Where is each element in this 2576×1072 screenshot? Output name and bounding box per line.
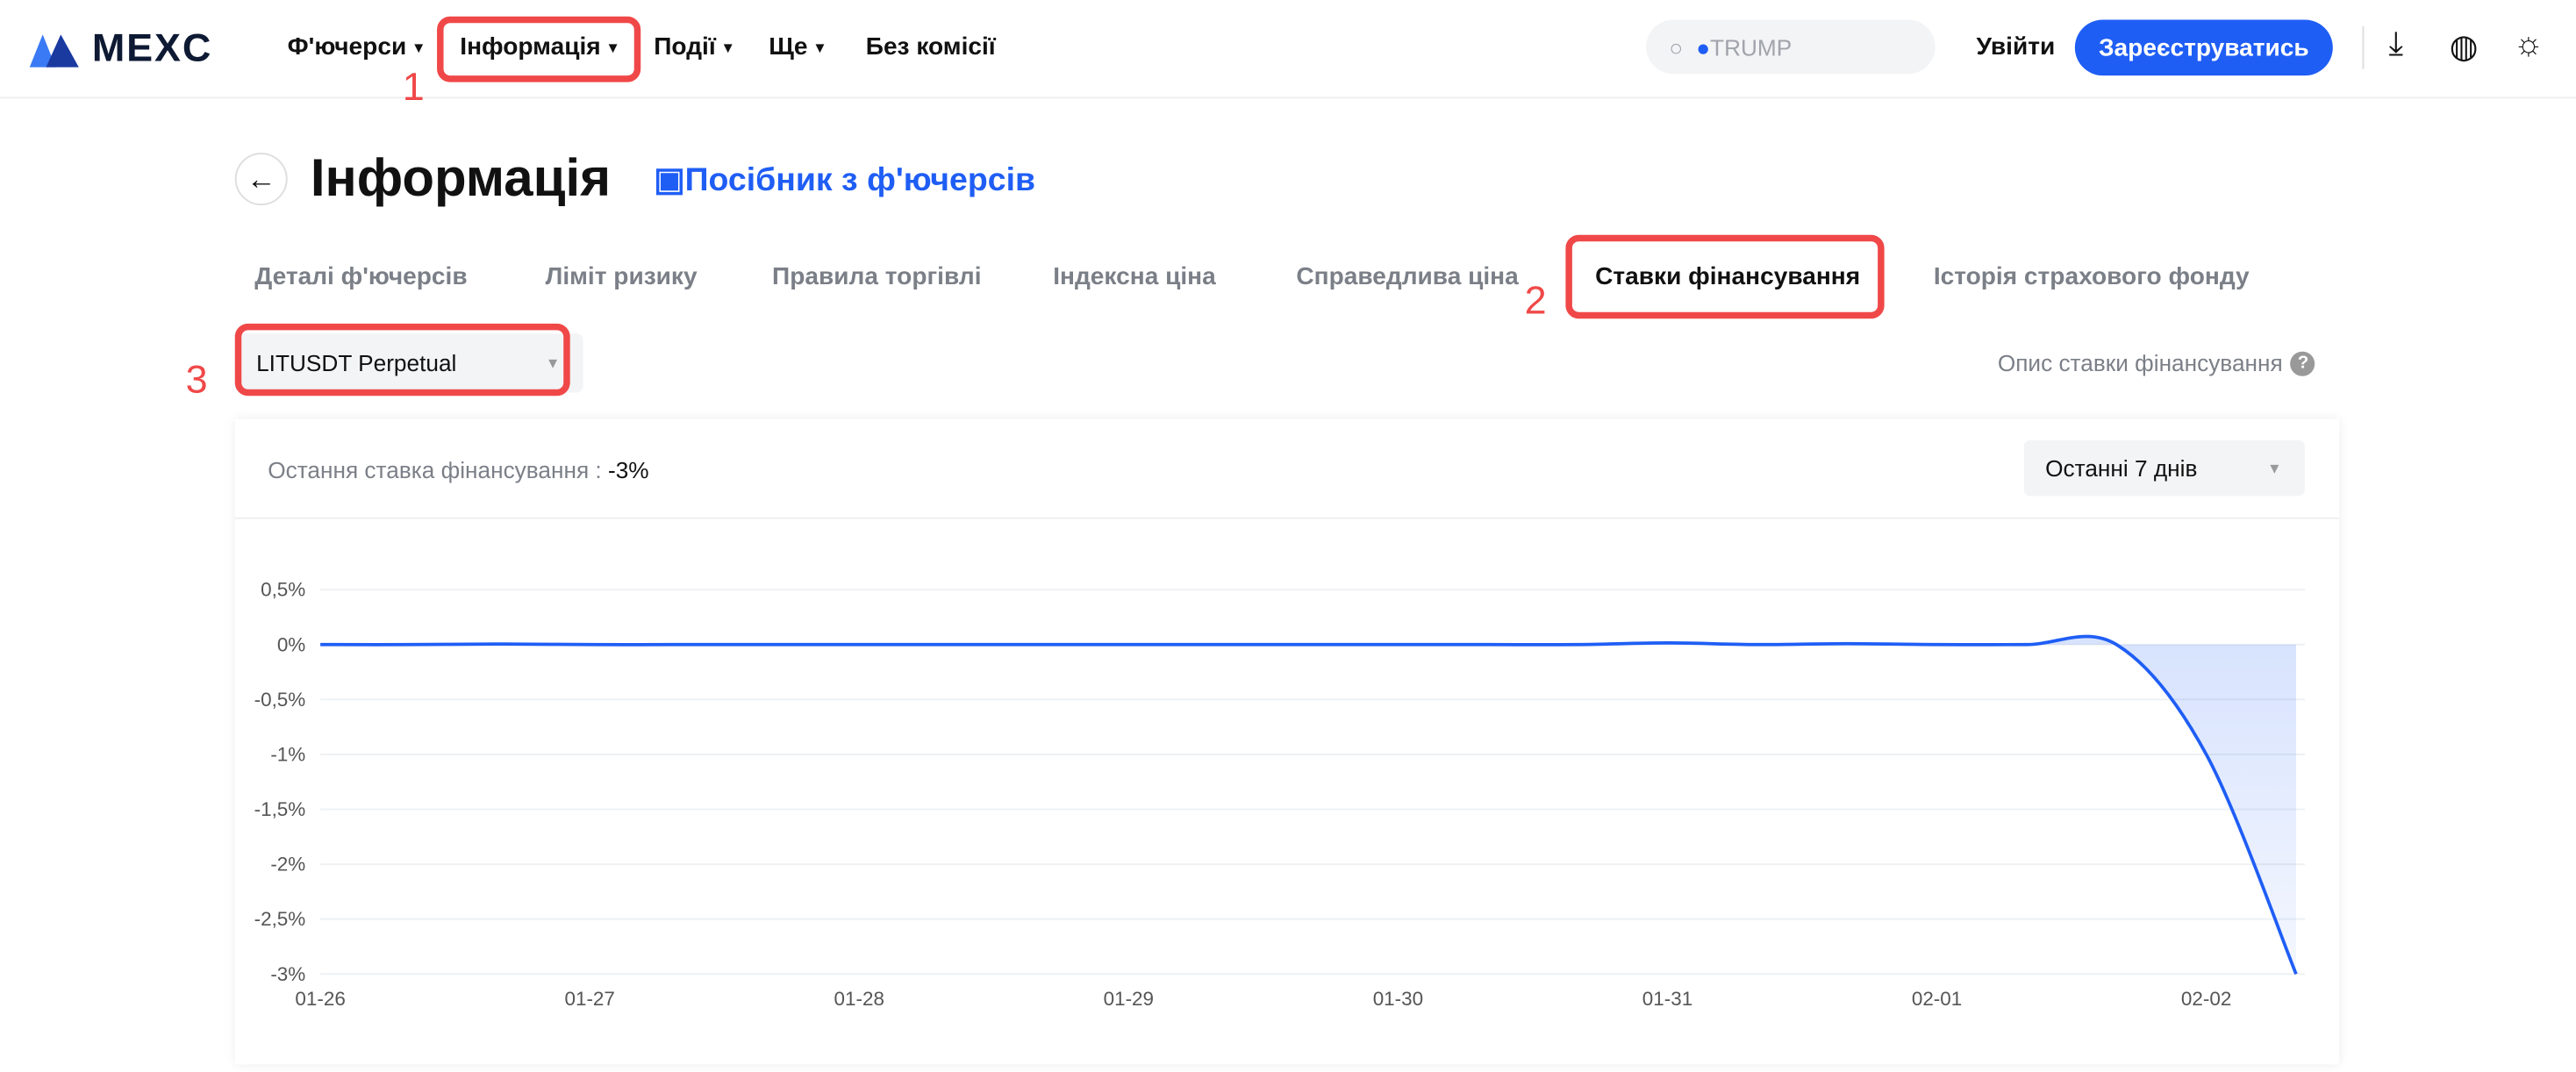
caret-down-icon: ▼: [545, 354, 561, 372]
x-tick-label: 02-01: [1912, 988, 1962, 1010]
search-placeholder: ●TRUMP: [1696, 33, 1792, 61]
nav-label: Без комісії: [865, 32, 996, 61]
y-tick-label: -2,5%: [254, 908, 306, 930]
mexc-logo[interactable]: MEXC: [26, 26, 212, 72]
annotation-box-1: [437, 16, 641, 82]
mexc-logo-icon: [29, 34, 79, 68]
caret-down-icon: ▼: [812, 39, 827, 55]
top-nav: [0, 0, 2576, 99]
nav-label: Ф'ючерси: [287, 32, 407, 61]
caret-down-icon: ▼: [411, 39, 426, 55]
x-tick-label: 01-26: [295, 988, 345, 1010]
tab-trading-rules[interactable]: Правила торгівлі: [772, 262, 982, 291]
x-tick-label: 01-30: [1373, 988, 1423, 1010]
annotation-label-2: 2: [1524, 279, 1547, 324]
book-icon: ▣: [654, 162, 685, 199]
x-tick-label: 01-29: [1104, 988, 1154, 1010]
nav-label: Події: [654, 32, 716, 61]
y-tick-label: -1,5%: [254, 798, 306, 820]
y-tick-label: -2%: [270, 854, 305, 875]
nav-events[interactable]: Події ▼: [654, 32, 735, 61]
x-tick-label: 02-02: [2181, 988, 2231, 1010]
annotation-label-1: 1: [402, 65, 425, 111]
nav-more[interactable]: Ще ▼: [769, 32, 827, 61]
tab-index-price[interactable]: Індексна ціна: [1053, 262, 1216, 291]
annotation-label-3: 3: [185, 358, 208, 403]
tab-contract-details[interactable]: Деталі ф'ючерсів: [254, 262, 468, 291]
arrow-left-icon: ←: [246, 161, 276, 195]
futures-guide-link[interactable]: ▣Посібник з ф'ючерсів: [654, 162, 1036, 199]
tab-insurance-fund[interactable]: Історія страхового фонду: [1933, 262, 2250, 291]
annotation-box-3: [234, 323, 570, 397]
annotation-box-2: [1565, 234, 1885, 319]
logo-text: MEXC: [91, 25, 213, 71]
search-icon: ○: [1669, 33, 1684, 61]
series-line: [320, 634, 2298, 976]
time-range-select[interactable]: Останні 7 днів ▼: [2023, 440, 2305, 497]
y-tick-label: 0,5%: [261, 579, 305, 601]
nav-information[interactable]: Інформація ▼: [460, 32, 620, 61]
divider: [234, 517, 2340, 519]
tab-risk-limit[interactable]: Ліміт ризику: [545, 262, 698, 291]
page-title: Інформація: [310, 147, 612, 207]
x-tick-label: 01-28: [834, 988, 884, 1010]
nav-label: Інформація: [460, 32, 601, 61]
nav-zero-fee[interactable]: Без комісії: [866, 32, 996, 61]
y-tick-label: -0,5%: [254, 689, 306, 711]
sun-icon[interactable]: ☼: [2513, 25, 2544, 63]
login-button[interactable]: Увійти: [1976, 32, 2056, 61]
caret-down-icon: ▼: [720, 39, 736, 55]
contract-select[interactable]: LITUSDT Perpetual ▼: [234, 333, 583, 393]
tab-fair-price[interactable]: Справедлива ціна: [1296, 262, 1519, 291]
globe-icon[interactable]: ◍: [2449, 29, 2479, 66]
y-tick-label: 0%: [277, 633, 305, 655]
help-icon: ?: [2291, 350, 2316, 375]
register-button[interactable]: Зареєструватись: [2074, 19, 2333, 76]
tab-funding-rates[interactable]: Ставки фінансування: [1595, 262, 1861, 291]
download-icon[interactable]: ⤓: [2388, 25, 2404, 63]
caret-down-icon: ▼: [605, 39, 621, 55]
y-tick-label: -1%: [270, 743, 305, 765]
divider: [2362, 25, 2365, 69]
search-input[interactable]: ○ ●TRUMP: [1646, 19, 1936, 75]
caret-down-icon: ▼: [2267, 460, 2282, 476]
y-tick-label: -3%: [270, 963, 305, 985]
series-area: [320, 636, 2296, 975]
last-funding-rate: Остання ставка фінансування : -3%: [268, 456, 649, 483]
x-tick-label: 01-31: [1642, 988, 1692, 1010]
nav-futures[interactable]: Ф'ючерси ▼: [288, 32, 426, 61]
chart-card: [234, 418, 2340, 1065]
x-tick-label: 01-27: [564, 988, 614, 1010]
nav-label: Ще: [769, 32, 808, 61]
funding-rate-description-link[interactable]: Опис ставки фінансування?: [1998, 350, 2316, 376]
back-button[interactable]: ←: [234, 153, 288, 206]
